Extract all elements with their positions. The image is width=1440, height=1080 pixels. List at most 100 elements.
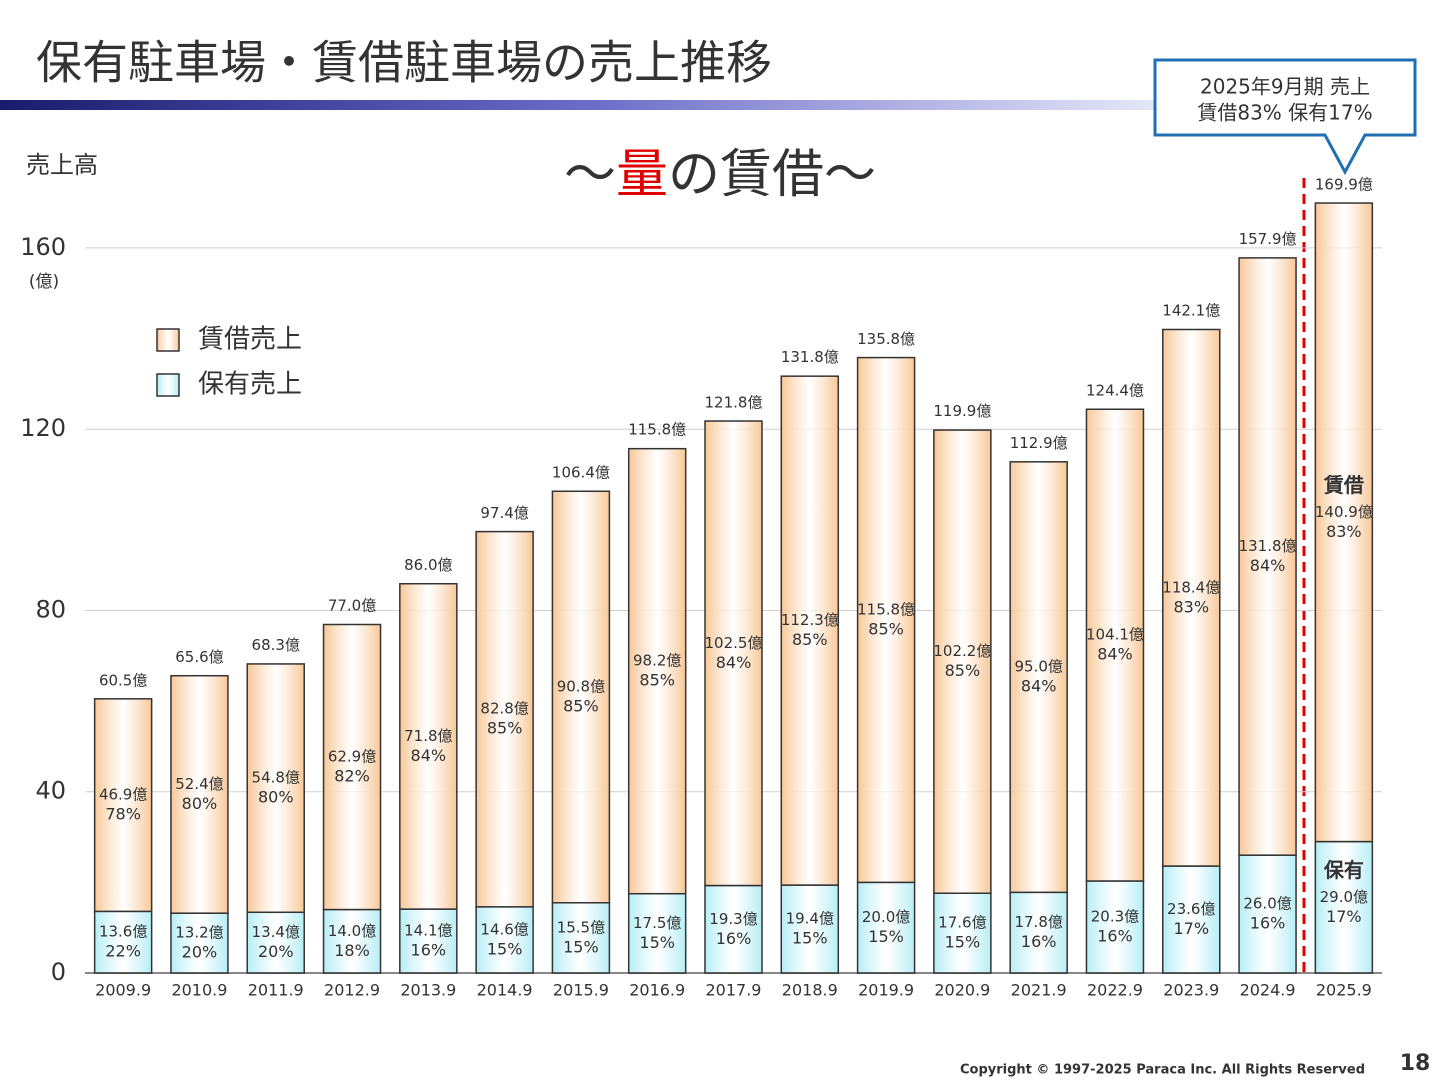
x-tick-label: 2017.9 — [706, 981, 762, 1000]
value-label: 14.6億 — [480, 920, 528, 938]
bar-segment — [856, 356, 916, 884]
total-label: 60.5億 — [99, 671, 147, 689]
legend-label: 賃借売上 — [198, 325, 302, 355]
subtitle-part: ～ — [564, 145, 616, 205]
share-label: 78% — [105, 805, 141, 824]
y-axis-label: 売上高 — [26, 151, 98, 179]
share-label: 80% — [258, 788, 294, 807]
value-label: 17.6億 — [938, 914, 986, 932]
x-tick-label: 2011.9 — [248, 981, 304, 1000]
value-label: 98.2億 — [633, 652, 681, 670]
share-label: 22% — [105, 942, 141, 961]
total-label: 68.3億 — [252, 636, 300, 654]
bar-segment — [1085, 408, 1145, 882]
value-label: 13.4億 — [252, 923, 300, 941]
subtitle-part: 量 — [616, 145, 668, 205]
subtitle-part: の賃借～ — [668, 145, 876, 205]
total-label: 77.0億 — [328, 597, 376, 615]
bar-segment — [322, 623, 382, 911]
page-number: 18 — [1400, 1051, 1431, 1076]
bar-segment — [399, 908, 458, 974]
x-tick-label: 2025.9 — [1316, 981, 1372, 1000]
y-tick-label: 80 — [35, 595, 66, 623]
bar-segment — [1162, 328, 1221, 867]
bar-segment — [704, 884, 763, 974]
bar-segment — [780, 375, 840, 886]
share-label: 16% — [411, 941, 447, 960]
y-tick-label: 40 — [35, 777, 66, 805]
x-tick-label: 2013.9 — [400, 981, 456, 1000]
share-label: 80% — [182, 794, 218, 813]
value-label: 82.8億 — [480, 700, 528, 718]
value-label: 95.0億 — [1014, 658, 1062, 676]
x-tick-label: 2016.9 — [629, 981, 685, 1000]
total-label: 131.8億 — [781, 348, 839, 366]
share-label: 16% — [716, 929, 752, 948]
total-label: 121.8億 — [705, 394, 763, 412]
bar-segment — [246, 663, 305, 914]
slide-title: 保有駐車場・賃借駐車場の売上推移 — [36, 36, 772, 90]
copyright: Copyright © 1997-2025 Paraca Inc. All Ri… — [960, 1063, 1365, 1078]
share-label: 84% — [411, 746, 447, 765]
bar-segment — [856, 881, 916, 974]
x-tick-label: 2021.9 — [1011, 981, 1067, 1000]
callout-line: 賃借83% 保有17% — [1197, 101, 1372, 125]
bar-segment — [246, 911, 305, 974]
total-label: 65.6億 — [175, 648, 223, 666]
total-label: 135.8億 — [857, 330, 915, 348]
x-tick-label: 2009.9 — [95, 981, 151, 1000]
value-label: 54.8億 — [252, 769, 300, 787]
value-label: 46.9億 — [99, 786, 147, 804]
share-label: 84% — [1097, 645, 1133, 664]
share-label: 16% — [1097, 927, 1133, 946]
value-label: 26.0億 — [1243, 895, 1291, 913]
bar-segment — [475, 530, 534, 908]
share-label: 16% — [1021, 932, 1057, 951]
value-label: 140.9億 — [1315, 503, 1373, 521]
value-label: 13.6億 — [99, 923, 147, 941]
share-label: 15% — [792, 929, 828, 948]
bar-segment — [475, 906, 534, 974]
share-label: 17% — [1326, 907, 1362, 926]
callout-box — [1153, 58, 1417, 176]
bar-segment — [780, 884, 840, 974]
legend-swatch — [156, 328, 180, 352]
total-label: 119.9億 — [933, 402, 991, 420]
legend-swatch — [156, 373, 180, 397]
x-tick-label: 2024.9 — [1240, 981, 1296, 1000]
share-label: 18% — [334, 941, 370, 960]
x-tick-label: 2019.9 — [858, 981, 914, 1000]
x-tick-label: 2015.9 — [553, 981, 609, 1000]
total-label: 115.8億 — [628, 421, 686, 439]
value-label: 20.3億 — [1091, 908, 1139, 926]
share-label: 83% — [1173, 597, 1209, 616]
total-label: 112.9億 — [1010, 434, 1068, 452]
share-label: 85% — [868, 619, 904, 638]
bar-segment — [170, 674, 229, 914]
x-tick-label: 2022.9 — [1087, 981, 1143, 1000]
share-label: 20% — [258, 942, 294, 961]
share-label: 15% — [868, 927, 904, 946]
value-label: 71.8億 — [404, 727, 452, 745]
title-underline — [0, 100, 1160, 110]
share-label: 15% — [487, 939, 523, 958]
value-label: 29.0億 — [1320, 888, 1368, 906]
value-label: 14.1億 — [404, 922, 452, 940]
value-label: 131.8億 — [1239, 537, 1297, 555]
x-tick-label: 2012.9 — [324, 981, 380, 1000]
value-label: 104.1億 — [1086, 626, 1144, 644]
share-label: 15% — [639, 933, 675, 952]
segment-annotation: 賃借 — [1323, 473, 1364, 497]
share-label: 85% — [792, 630, 828, 649]
y-tick-label: 120 — [20, 414, 66, 442]
share-label: 82% — [334, 767, 370, 786]
legend-label: 保有売上 — [198, 370, 302, 400]
share-label: 85% — [945, 661, 981, 680]
bar-segment — [704, 420, 763, 887]
value-label: 102.2億 — [933, 642, 991, 660]
value-label: 52.4億 — [175, 775, 223, 793]
value-label: 19.4億 — [786, 910, 834, 928]
value-label: 17.8億 — [1014, 913, 1062, 931]
total-label: 157.9億 — [1239, 230, 1297, 248]
